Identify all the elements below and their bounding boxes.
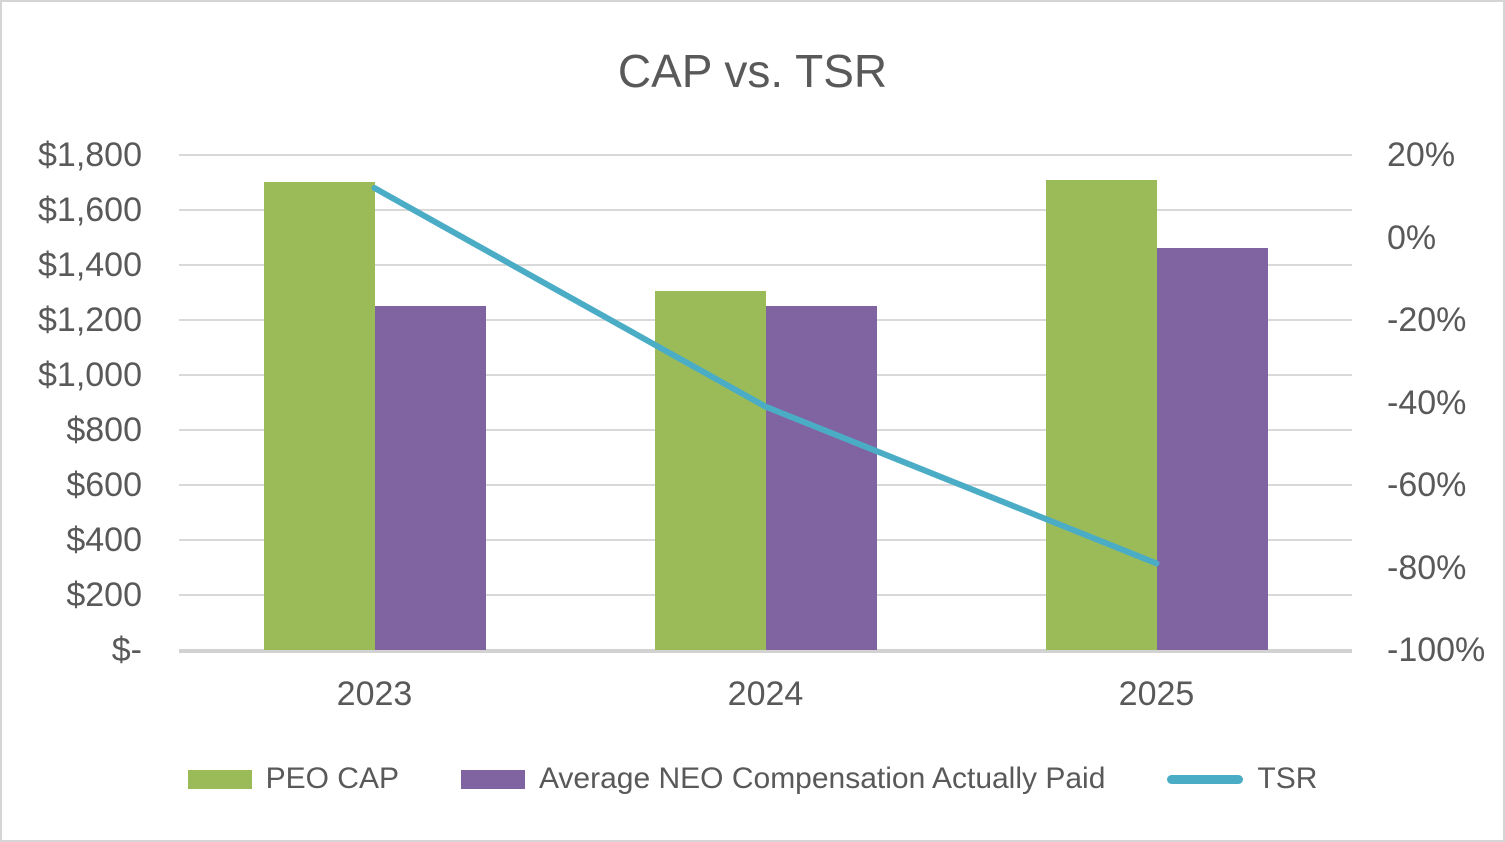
- x-axis-tick-label: 2023: [336, 675, 413, 713]
- legend: PEO CAP Average NEO Compensation Actuall…: [2, 762, 1503, 796]
- bar-average-neo-compensation-actually-paid-2023: [374, 306, 486, 650]
- left-axis-tick-label: $1,400: [38, 246, 142, 284]
- gridline: [179, 264, 1352, 266]
- right-axis-tick-label: -20%: [1387, 301, 1467, 339]
- x-axis-tick-label: 2024: [727, 675, 804, 713]
- legend-label-tsr: TSR: [1257, 762, 1318, 795]
- bar-average-neo-compensation-actually-paid-2025: [1156, 248, 1268, 650]
- legend-label-neo-cap: Average NEO Compensation Actually Paid: [538, 762, 1106, 795]
- legend-item-neo-cap: Average NEO Compensation Actually Paid: [460, 762, 1106, 796]
- bar-average-neo-compensation-actually-paid-2024: [765, 306, 877, 650]
- right-axis-tick-label: -60%: [1387, 466, 1467, 504]
- right-axis-tick-label: -100%: [1387, 631, 1486, 669]
- bar-peo-cap-2024: [654, 291, 766, 650]
- category-axis: 2023 2024 2025: [179, 673, 1352, 715]
- gridline: [179, 154, 1352, 156]
- right-axis-tick-label: -40%: [1387, 383, 1467, 422]
- legend-item-tsr: TSR: [1167, 762, 1317, 796]
- left-axis-tick-label: $1,600: [38, 191, 142, 229]
- left-axis-tick-label: $-: [111, 631, 142, 669]
- tsr-line-swatch-icon: [1167, 774, 1244, 784]
- right-axis-tick-label: 0%: [1387, 218, 1437, 257]
- left-axis-tick-label: $800: [66, 411, 142, 449]
- right-axis-tick-label: 20%: [1387, 136, 1456, 174]
- gridline: [179, 209, 1352, 211]
- tsr-line-series: [371, 185, 1160, 567]
- left-axis-tick-label: $400: [66, 521, 142, 559]
- left-axis-tick-label: $1,000: [38, 356, 142, 394]
- peo-cap-swatch-icon: [187, 769, 252, 789]
- axis-baseline: [179, 649, 1352, 653]
- plot-area: [179, 154, 1352, 653]
- neo-cap-swatch-icon: [460, 769, 525, 789]
- x-axis-tick-label: 2025: [1118, 675, 1195, 713]
- left-axis-tick-label: $1,800: [38, 136, 142, 174]
- left-axis-tick-label: $600: [66, 466, 142, 504]
- right-axis-tick-label: -80%: [1387, 548, 1467, 587]
- tsr-line: [371, 185, 1160, 567]
- legend-item-peo-cap: PEO CAP: [187, 762, 399, 796]
- legend-label-peo-cap: PEO CAP: [265, 762, 399, 795]
- bar-peo-cap-2025: [1045, 180, 1157, 650]
- left-axis-tick-label: $200: [66, 576, 142, 614]
- left-axis-tick-label: $1,200: [38, 301, 142, 339]
- chart-title: CAP vs. TSR: [617, 45, 888, 97]
- bar-peo-cap-2023: [263, 182, 375, 650]
